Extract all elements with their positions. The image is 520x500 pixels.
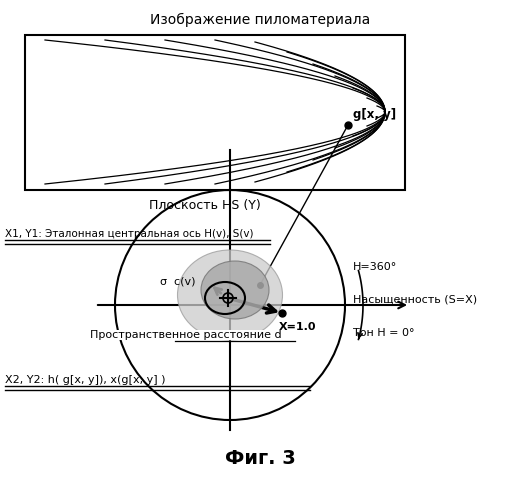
Bar bbox=[25, 35, 405, 190]
Text: Пространственное расстояние d: Пространственное расстояние d bbox=[90, 330, 282, 340]
Text: X2, Y2: h( g[x, y]), x(g[x, y] ): X2, Y2: h( g[x, y]), x(g[x, y] ) bbox=[5, 375, 165, 385]
Text: g[x, y]: g[x, y] bbox=[353, 108, 396, 121]
Text: H=360°: H=360° bbox=[353, 262, 397, 272]
Text: Изображение пиломатериала: Изображение пиломатериала bbox=[150, 13, 370, 27]
Text: Насыщенность (S=X): Насыщенность (S=X) bbox=[353, 294, 477, 304]
Text: X=1.0: X=1.0 bbox=[279, 322, 317, 332]
Text: Тон H = 0°: Тон H = 0° bbox=[353, 328, 414, 338]
Text: Фиг. 3: Фиг. 3 bbox=[225, 448, 295, 468]
Text: Плоскость HS (Y): Плоскость HS (Y) bbox=[149, 200, 261, 212]
Ellipse shape bbox=[201, 261, 269, 319]
Ellipse shape bbox=[177, 250, 282, 340]
Text: σ  c(v): σ c(v) bbox=[160, 277, 196, 287]
Text: X1, Y1: Эталонная центральная ось H(v), S(v): X1, Y1: Эталонная центральная ось H(v), … bbox=[5, 229, 254, 239]
